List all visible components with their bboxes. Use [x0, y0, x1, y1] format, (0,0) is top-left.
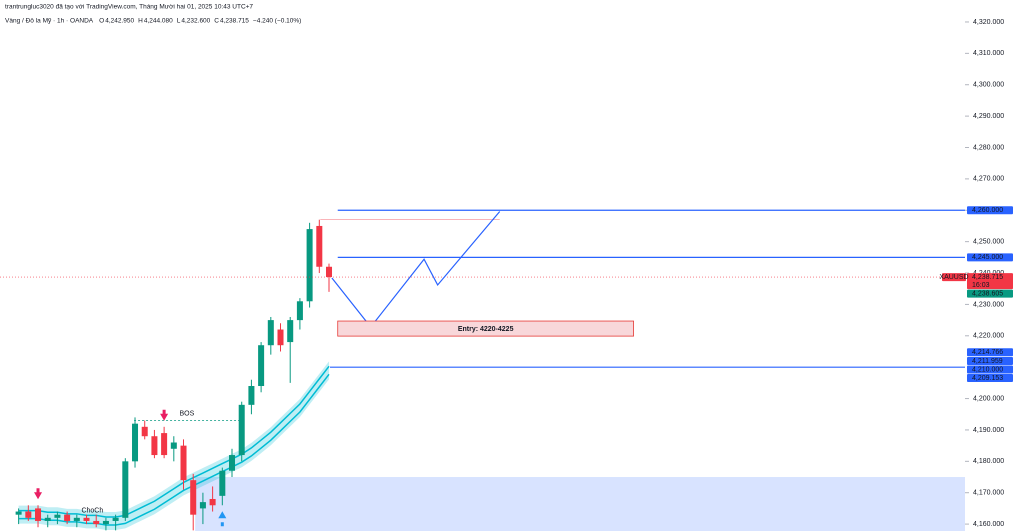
y-tick-label: 4,170.000 [973, 490, 1004, 497]
price-tag [967, 289, 1013, 298]
candle-body [238, 404, 245, 456]
candle-body [267, 320, 274, 346]
candle-body [229, 455, 236, 471]
candle-body [161, 433, 168, 456]
candle-body [219, 470, 226, 496]
entry-label: Entry: 4220-4225 [458, 326, 514, 333]
ohlc-key: H [138, 18, 143, 25]
countdown: 16:03 [972, 282, 990, 289]
candle-body [316, 225, 323, 267]
candle-body [64, 514, 71, 521]
price-tag [967, 365, 1013, 374]
signal-arrow [218, 511, 227, 527]
candle-body [35, 508, 42, 521]
price-tag [967, 348, 1013, 357]
price-axis-labels: 4,160.000 4,170.000 4,180.000 4,190.000 4,20… [939, 19, 1013, 528]
y-tick-label: 4,320.000 [973, 19, 1004, 26]
price-axis [965, 0, 1015, 531]
candle-body [73, 517, 80, 521]
ohlc-value: 4,242.950 [105, 18, 134, 25]
ohlc-key: C [214, 18, 219, 25]
last-price-label: 4,238.715 [972, 274, 1003, 281]
y-tick-label: 4,250.000 [973, 238, 1004, 245]
demand-zone [195, 477, 966, 531]
ohlc-key: L [177, 18, 181, 25]
header-ohlc: Vàng / Đô la Mỹ · 1h · OANDA O 4,242.950 H… [5, 18, 301, 25]
candle-body [170, 442, 177, 449]
candle-body [258, 345, 265, 387]
signal-arrow [160, 409, 169, 421]
price-tag [967, 206, 1013, 215]
candle-body [296, 301, 303, 321]
symbol: Vàng / Đô la Mỹ · 1h · OANDA [5, 18, 94, 25]
price-tag-label: 4,238.605 [972, 290, 1003, 297]
price-tag-label: 4,209.153 [972, 375, 1003, 382]
candle-body [209, 498, 216, 506]
ribbon-line [18, 373, 330, 526]
candle-body [132, 423, 139, 462]
candle-body [277, 329, 284, 346]
entry-box [337, 320, 634, 337]
price-tag [967, 253, 1013, 262]
y-tick-label: 4,180.000 [973, 458, 1004, 465]
ribbon-line [18, 365, 330, 518]
y-tick-label: 4,290.000 [973, 113, 1004, 120]
candle-body [83, 517, 90, 521]
candle-body [180, 445, 187, 481]
price-tag-label: 4,214.766 [972, 349, 1003, 356]
plot: BOS ChoCh Entry: 4220-4225 [0, 209, 966, 531]
ohlc-value: 4,232.600 [181, 18, 210, 25]
y-tick-label: 4,300.000 [973, 82, 1004, 89]
y-tick-label: 4,310.000 [973, 50, 1004, 57]
y-tick-label: 4,270.000 [973, 176, 1004, 183]
last-price-tag [967, 273, 1013, 290]
y-tick-label: 4,230.000 [973, 301, 1004, 308]
candle-body [199, 502, 206, 509]
price-tag-label: 4,260.000 [972, 207, 1003, 214]
candle-body [287, 320, 294, 343]
price-tag-label: 4,245.000 [972, 254, 1003, 261]
projection-path [331, 211, 501, 328]
price-tag-label: 4,210.000 [972, 366, 1003, 373]
candle-body [190, 480, 197, 515]
price-tag [967, 357, 1013, 366]
symbol-label: XAUUSD [939, 274, 968, 281]
price-tag [967, 374, 1013, 383]
candle-body [248, 386, 255, 405]
ohlc-key: O [99, 18, 104, 25]
candle-body [325, 266, 333, 278]
candle-body [151, 436, 158, 456]
signal-arrow [34, 488, 43, 500]
candle-body [112, 517, 119, 521]
candle-body [93, 520, 100, 525]
candle-body [25, 511, 32, 518]
y-tick-label: 4,280.000 [973, 144, 1004, 151]
choch-label: ChoCh [81, 508, 103, 515]
candle-body [102, 520, 109, 525]
change: −4.240 (−0.10%) [253, 18, 301, 25]
y-tick-label: 4,200.000 [973, 395, 1004, 402]
candle-body [15, 511, 22, 515]
symbol-tag [942, 273, 966, 282]
header-title: trantrungluc3020 đã tạo với TradingView.… [5, 4, 253, 11]
bos-label: BOS [180, 410, 195, 417]
candle-body [141, 426, 148, 437]
ohlc-value: 4,238.715 [220, 18, 249, 25]
candle-body [122, 461, 129, 518]
y-tick-label: 4,160.000 [973, 521, 1004, 528]
ohlc-value: 4,244.080 [144, 18, 173, 25]
candle-body [306, 229, 313, 302]
price-tag-label: 4,211.959 [972, 358, 1003, 365]
candle-body [44, 517, 51, 521]
y-tick-label: 4,190.000 [973, 427, 1004, 434]
candle-body [54, 514, 61, 518]
y-tick-label: 4,220.000 [973, 333, 1004, 340]
